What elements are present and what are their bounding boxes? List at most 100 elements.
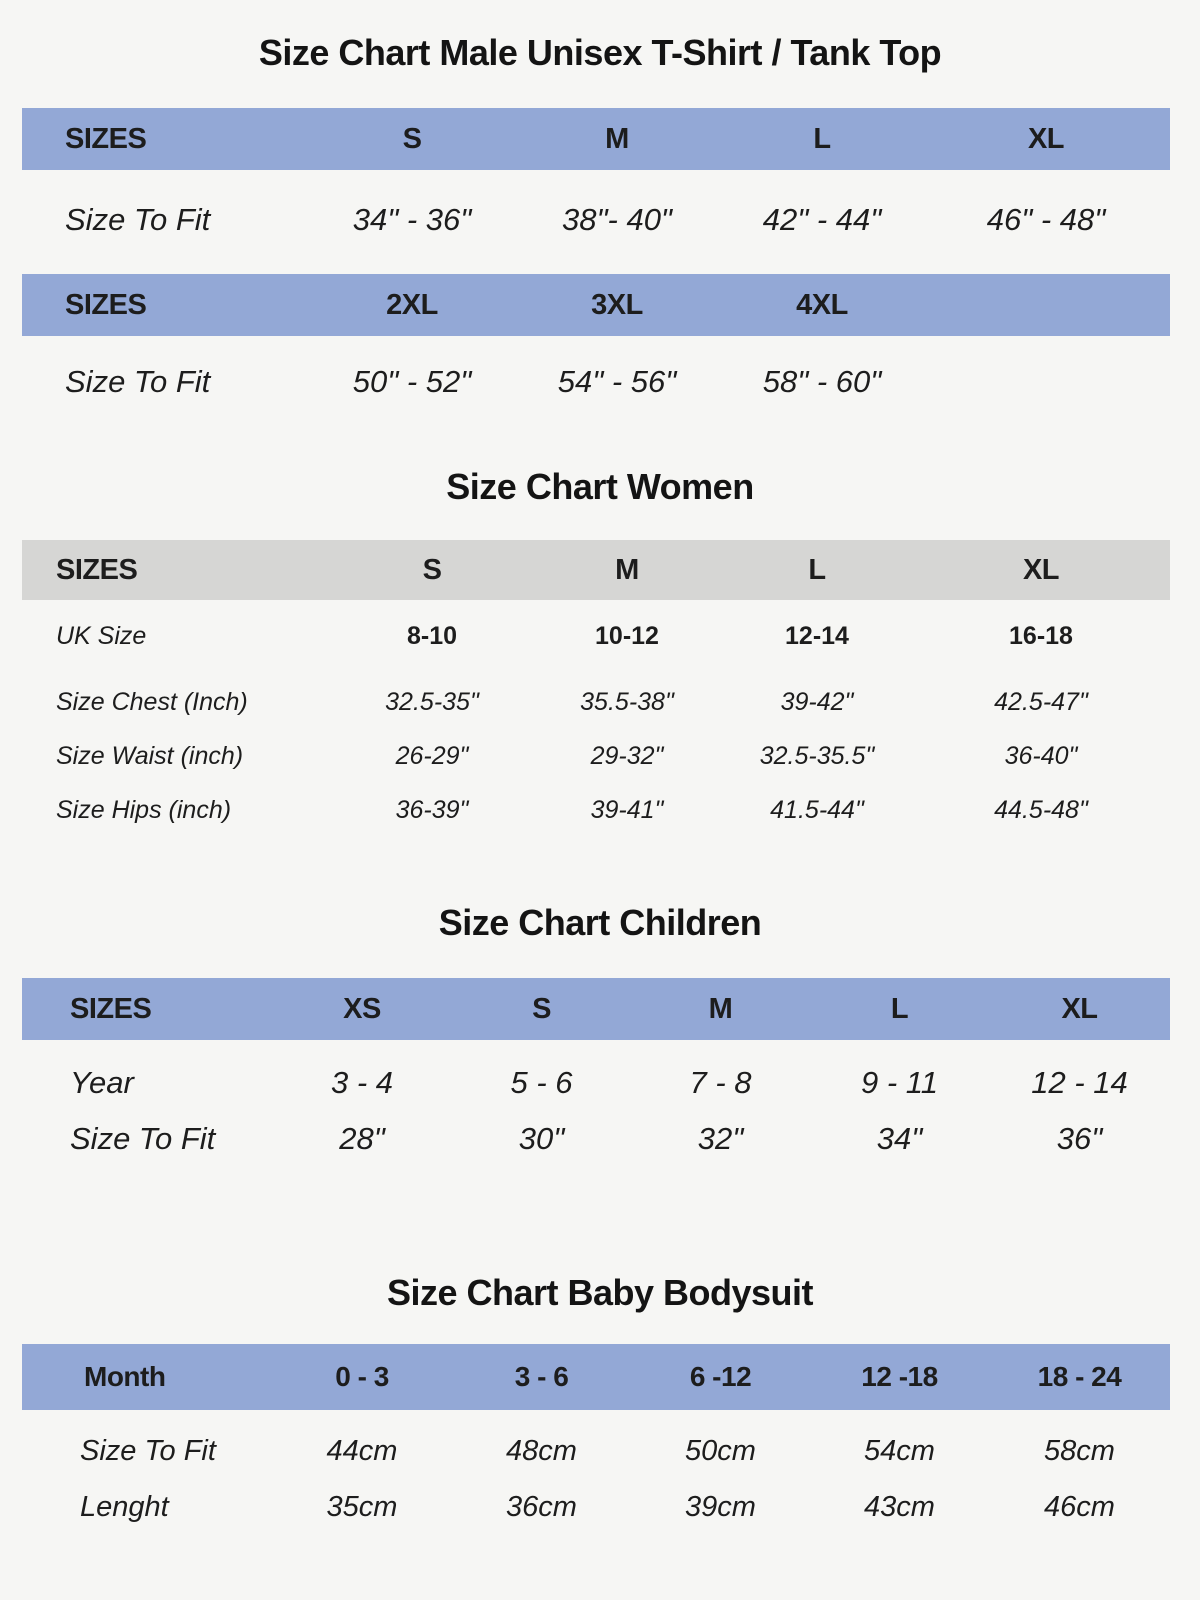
male-title: Size Chart Male Unisex T-Shirt / Tank To… bbox=[258, 32, 942, 73]
size-chart-page: Size Chart Male Unisex T-Shirt / Tank To… bbox=[0, 32, 1200, 1530]
children-year-row: Year 3 - 4 5 - 6 7 - 8 9 - 11 12 - 14 bbox=[22, 1058, 1170, 1108]
value-cell: 46" - 48" bbox=[986, 202, 1106, 237]
value-cell: 44.5-48" bbox=[994, 795, 1088, 824]
value-cell: 8-10 bbox=[406, 621, 458, 650]
women-chest-row: Size Chest (Inch) 32.5-35" 35.5-38" 39-4… bbox=[22, 682, 1170, 722]
baby-header-month-0-3: 0 - 3 bbox=[335, 1361, 389, 1392]
value-cell: 36-40" bbox=[1004, 741, 1078, 770]
children-title: Size Chart Children bbox=[438, 902, 762, 943]
value-cell: 26-29" bbox=[395, 741, 469, 770]
value-cell: 9 - 11 bbox=[861, 1065, 938, 1100]
children-header-size-s: S bbox=[532, 992, 551, 1025]
section-male: Size Chart Male Unisex T-Shirt / Tank To… bbox=[0, 32, 1200, 408]
male-header-label-2: SIZES bbox=[65, 288, 147, 321]
value-cell: 35cm bbox=[326, 1490, 398, 1523]
value-cell: 36cm bbox=[506, 1490, 577, 1523]
value-cell: 10-12 bbox=[595, 621, 659, 650]
children-header-size-xl: XL bbox=[1061, 992, 1098, 1025]
value-cell: 34" bbox=[876, 1121, 923, 1156]
value-cell: 42" - 44" bbox=[762, 202, 882, 237]
value-cell: 36-39" bbox=[395, 795, 469, 824]
value-cell: 5 - 6 bbox=[510, 1065, 573, 1100]
value-cell: 41.5-44" bbox=[770, 795, 864, 824]
value-cell: 50cm bbox=[685, 1434, 756, 1467]
male-header-size-4xl: 4XL bbox=[796, 288, 848, 321]
baby-length-row: Lenght 35cm 36cm 39cm 43cm 46cm bbox=[22, 1484, 1170, 1530]
male-header-size-3xl: 3XL bbox=[591, 288, 643, 321]
value-cell: 48cm bbox=[506, 1434, 577, 1467]
value-cell: 39-41" bbox=[590, 795, 664, 824]
children-fit-label: Size To Fit bbox=[70, 1121, 216, 1156]
value-cell: 42.5-47" bbox=[994, 687, 1088, 716]
baby-length-label: Lenght bbox=[80, 1490, 169, 1523]
value-cell: 7 - 8 bbox=[689, 1065, 752, 1100]
women-header-label: SIZES bbox=[56, 553, 138, 586]
value-cell: 32.5-35" bbox=[385, 687, 479, 716]
women-hips-row: Size Hips (inch) 36-39" 39-41" 41.5-44" … bbox=[22, 790, 1170, 830]
children-year-label: Year bbox=[70, 1065, 134, 1100]
baby-header-row: Month 0 - 3 3 - 6 6 -12 12 -18 18 - 24 bbox=[22, 1344, 1170, 1410]
male-fit-row-2: Size To Fit 50" - 52" 54" - 56" 58" - 60… bbox=[22, 356, 1170, 408]
baby-fit-row: Size To Fit 44cm 48cm 50cm 54cm 58cm bbox=[22, 1428, 1170, 1474]
section-women: Size Chart Women SIZES S M L XL UK Size … bbox=[0, 466, 1200, 830]
male-header-size-m: M bbox=[605, 122, 629, 155]
value-cell: 36" bbox=[1056, 1121, 1103, 1156]
children-fit-row: Size To Fit 28" 30" 32" 34" 36" bbox=[22, 1114, 1170, 1164]
value-cell: 46cm bbox=[1044, 1490, 1115, 1523]
baby-title: Size Chart Baby Bodysuit bbox=[386, 1272, 814, 1313]
value-cell: 28" bbox=[339, 1121, 385, 1156]
women-title: Size Chart Women bbox=[446, 466, 754, 507]
children-header-label: SIZES bbox=[70, 992, 152, 1025]
value-cell: 58cm bbox=[1044, 1434, 1115, 1467]
women-header-size-xl: XL bbox=[1022, 553, 1060, 586]
women-header-size-l: L bbox=[808, 553, 826, 586]
male-header-size-2xl: 2XL bbox=[386, 288, 438, 321]
value-cell: 50" - 52" bbox=[352, 364, 472, 399]
male-header-size-s: S bbox=[402, 122, 422, 155]
value-cell: 43cm bbox=[864, 1490, 935, 1523]
baby-header-month-6-12: 6 -12 bbox=[689, 1361, 752, 1392]
value-cell: 30" bbox=[518, 1121, 565, 1156]
value-cell: 12 - 14 bbox=[1031, 1065, 1128, 1100]
women-header-size-m: M bbox=[615, 553, 639, 586]
children-header-row: SIZES XS S M L XL bbox=[22, 978, 1170, 1040]
value-cell: 58" - 60" bbox=[762, 364, 882, 399]
value-cell: 3 - 4 bbox=[330, 1065, 394, 1100]
women-chest-label: Size Chest (Inch) bbox=[56, 687, 248, 716]
male-fit-label-1: Size To Fit bbox=[65, 202, 211, 237]
women-header-row: SIZES S M L XL bbox=[22, 540, 1170, 600]
value-cell: 34" - 36" bbox=[352, 202, 472, 237]
women-waist-label: Size Waist (inch) bbox=[56, 741, 244, 770]
value-cell: 44cm bbox=[326, 1434, 398, 1467]
male-fit-row-1: Size To Fit 34" - 36" 38"- 40" 42" - 44"… bbox=[22, 194, 1170, 246]
section-baby: Size Chart Baby Bodysuit Month 0 - 3 3 -… bbox=[0, 1272, 1200, 1530]
value-cell: 32" bbox=[697, 1121, 744, 1156]
women-hips-label: Size Hips (inch) bbox=[56, 795, 232, 824]
baby-fit-label: Size To Fit bbox=[80, 1434, 216, 1467]
value-cell: 54cm bbox=[864, 1434, 935, 1467]
value-cell: 32.5-35.5" bbox=[759, 741, 875, 770]
women-waist-row: Size Waist (inch) 26-29" 29-32" 32.5-35.… bbox=[22, 736, 1170, 776]
male-fit-label-2: Size To Fit bbox=[65, 364, 211, 399]
value-cell: 16-18 bbox=[1009, 621, 1073, 650]
baby-header-label: Month bbox=[84, 1361, 166, 1392]
male-header-row-2: SIZES 2XL 3XL 4XL bbox=[22, 274, 1170, 336]
baby-header-month-18-24: 18 - 24 bbox=[1037, 1361, 1122, 1392]
value-cell: 12-14 bbox=[785, 621, 849, 650]
male-header-row-1: SIZES S M L XL bbox=[22, 108, 1170, 170]
children-header-size-xs: XS bbox=[343, 992, 381, 1025]
value-cell: 38"- 40" bbox=[562, 202, 672, 237]
male-header-label-1: SIZES bbox=[65, 122, 147, 155]
value-cell: 29-32" bbox=[590, 741, 664, 770]
women-header-size-s: S bbox=[422, 553, 442, 586]
value-cell: 39-42" bbox=[780, 687, 854, 716]
women-uk-row: UK Size 8-10 10-12 12-14 16-18 bbox=[22, 614, 1170, 658]
male-header-size-l: L bbox=[813, 122, 831, 155]
women-uk-label: UK Size bbox=[56, 621, 147, 650]
baby-header-month-12-18: 12 -18 bbox=[861, 1361, 938, 1392]
section-children: Size Chart Children SIZES XS S M L XL Ye… bbox=[0, 902, 1200, 1164]
male-header-size-xl: XL bbox=[1027, 122, 1065, 155]
children-header-size-l: L bbox=[890, 992, 909, 1025]
value-cell: 54" - 56" bbox=[557, 364, 677, 399]
value-cell: 39cm bbox=[685, 1490, 756, 1523]
